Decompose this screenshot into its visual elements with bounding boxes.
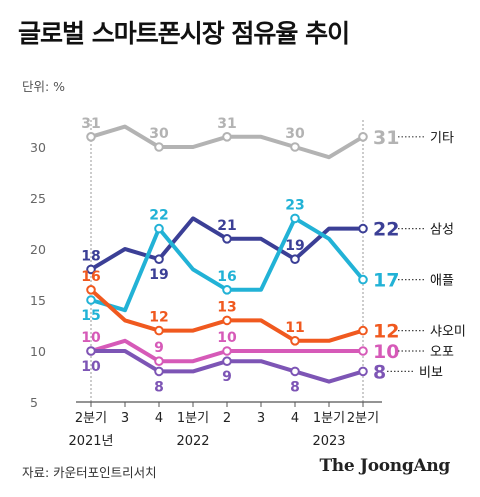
x-tick-label: 1분기 <box>177 411 209 426</box>
series-name-label: 샤오미 <box>430 325 466 340</box>
series-name-label: 삼성 <box>430 223 454 238</box>
data-label: 9 <box>222 369 232 385</box>
data-point-end <box>358 223 368 234</box>
end-value-label: 10 <box>373 341 399 363</box>
data-label: 22 <box>149 208 168 224</box>
data-point <box>154 223 164 234</box>
data-point <box>154 356 164 367</box>
data-label: 15 <box>81 308 100 324</box>
series-name-label: 오포 <box>430 345 454 360</box>
x-tick-label: 2분기 <box>347 411 379 426</box>
data-point-end <box>358 346 368 356</box>
data-label: 13 <box>217 299 236 315</box>
data-point <box>290 213 300 224</box>
x-year-label: 2022 <box>176 434 209 449</box>
x-tick-label: 3 <box>121 411 129 426</box>
data-label: 16 <box>217 269 236 285</box>
data-label: 11 <box>285 320 304 336</box>
end-value-label: 22 <box>373 219 399 241</box>
end-value-label: 31 <box>373 127 399 149</box>
data-point <box>86 264 96 275</box>
data-point <box>154 142 164 152</box>
y-tick-label: 20 <box>30 242 46 257</box>
data-point-end <box>358 325 368 336</box>
data-point <box>222 285 232 295</box>
source-note: 자료: 카운터포인트리서치 <box>22 465 157 480</box>
data-label: 10 <box>81 359 101 375</box>
data-point-end <box>358 366 368 377</box>
data-point <box>222 132 232 142</box>
data-label: 30 <box>149 126 169 142</box>
end-value-label: 8 <box>373 361 386 383</box>
data-point <box>290 336 300 346</box>
end-value-label: 12 <box>373 321 399 343</box>
data-point <box>86 132 96 142</box>
data-point <box>154 325 164 336</box>
data-label: 16 <box>81 269 100 285</box>
data-label: 18 <box>81 248 100 264</box>
x-tick-label: 4 <box>291 411 299 426</box>
x-year-label: 2021년 <box>68 434 113 449</box>
data-point-end <box>358 132 368 142</box>
data-label: 23 <box>285 197 304 213</box>
series-name-label: 비보 <box>419 365 443 380</box>
x-year-label: 2023 <box>312 434 345 449</box>
data-point <box>222 234 232 244</box>
data-point <box>290 366 300 377</box>
y-tick-label: 10 <box>30 344 46 359</box>
y-tick-label: 15 <box>30 293 46 308</box>
data-label: 10 <box>217 330 237 346</box>
y-tick-label: 5 <box>30 395 38 410</box>
data-label: 12 <box>149 310 168 326</box>
data-point <box>86 295 96 305</box>
data-label: 8 <box>290 379 300 395</box>
unit-label: 단위: % <box>22 79 66 94</box>
series-name-label: 애플 <box>430 274 454 289</box>
data-label: 31 <box>81 116 100 132</box>
data-point <box>86 285 96 295</box>
data-point <box>222 346 232 356</box>
data-label: 19 <box>149 267 168 283</box>
data-label: 8 <box>154 379 164 395</box>
x-tick-label: 3 <box>257 411 265 426</box>
data-point <box>154 254 164 265</box>
x-tick-label: 2분기 <box>75 411 107 426</box>
data-point <box>290 254 300 265</box>
x-tick-label: 4 <box>155 411 163 426</box>
x-tick-label: 2 <box>223 411 231 426</box>
data-label: 9 <box>154 340 164 356</box>
x-tick-label: 1분기 <box>313 411 345 426</box>
data-label: 10 <box>81 330 101 346</box>
data-label: 21 <box>217 218 236 234</box>
brand-logo: The JoongAng <box>319 456 450 476</box>
end-value-label: 17 <box>373 270 399 292</box>
data-point-end <box>358 274 368 285</box>
y-tick-label: 30 <box>30 140 46 155</box>
data-point <box>154 366 164 377</box>
chart-title: 글로벌 스마트폰시장 점유율 추이 <box>18 19 350 48</box>
data-label: 31 <box>217 116 236 132</box>
data-point <box>290 142 300 152</box>
y-tick-label: 25 <box>30 191 46 206</box>
data-point <box>222 315 232 326</box>
series-name-label: 기타 <box>430 131 454 146</box>
data-point <box>86 346 96 356</box>
data-point <box>222 356 232 367</box>
data-label: 30 <box>285 126 305 142</box>
data-label: 19 <box>285 238 304 254</box>
